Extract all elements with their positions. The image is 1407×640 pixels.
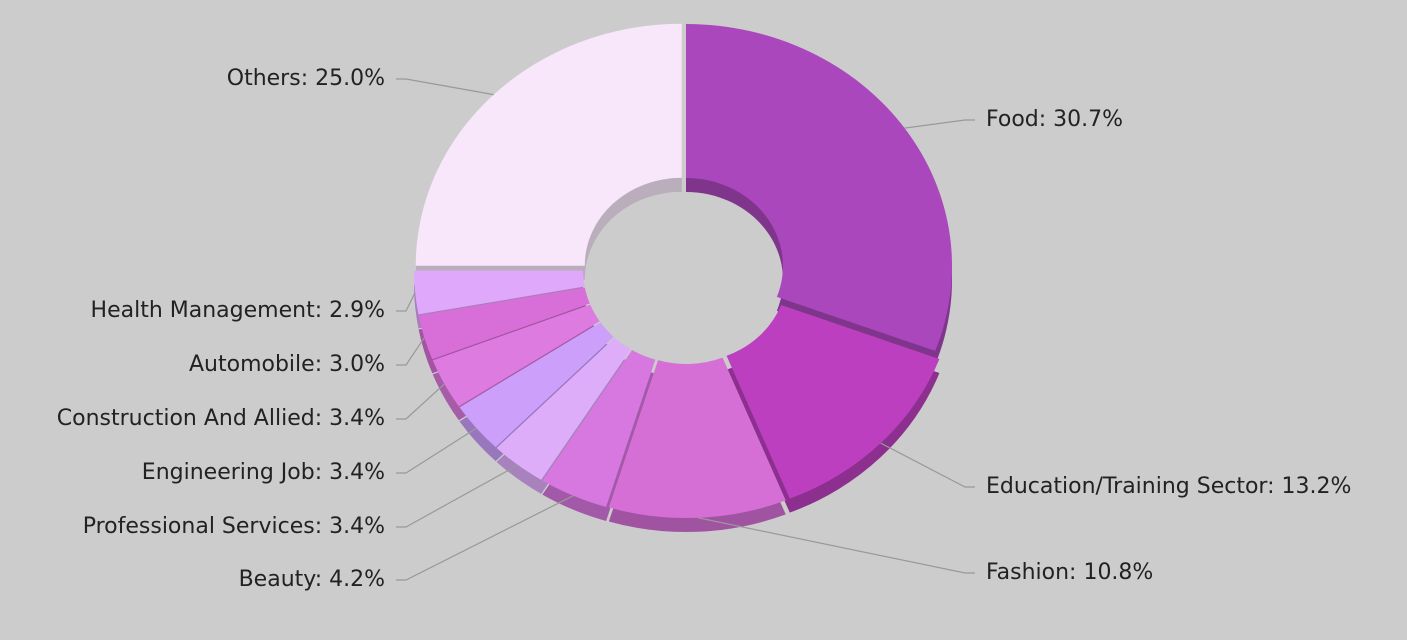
slice [418, 287, 590, 360]
leader-line [396, 495, 574, 581]
data-label: Professional Services: 3.4% [83, 514, 385, 539]
slice [726, 305, 940, 499]
leader-line [396, 292, 416, 312]
leader-line [396, 78, 494, 96]
slice [686, 24, 952, 351]
slice [496, 337, 631, 480]
leader-line [396, 337, 425, 366]
data-label: Others: 25.0% [227, 66, 385, 91]
leader-line [396, 427, 477, 474]
leader-line [396, 464, 519, 528]
data-label: Fashion: 10.8% [986, 560, 1153, 585]
data-label: Education/Training Sector: 13.2% [986, 474, 1351, 499]
data-label: Health Management: 2.9% [91, 298, 385, 323]
slice [415, 23, 682, 266]
donut [414, 23, 952, 532]
slice [459, 322, 614, 448]
slice [414, 270, 585, 315]
slice [542, 350, 656, 507]
data-label: Food: 30.7% [986, 107, 1123, 132]
leader-line [880, 442, 975, 488]
leader-line [697, 517, 975, 574]
data-label: Beauty: 4.2% [239, 567, 385, 592]
slice [432, 304, 600, 407]
slice [608, 357, 786, 518]
leader-line [396, 383, 445, 420]
leader-line [904, 119, 975, 129]
data-label: Automobile: 3.0% [189, 352, 385, 377]
data-label: Construction And Allied: 3.4% [57, 406, 385, 431]
data-label: Engineering Job: 3.4% [142, 460, 385, 485]
